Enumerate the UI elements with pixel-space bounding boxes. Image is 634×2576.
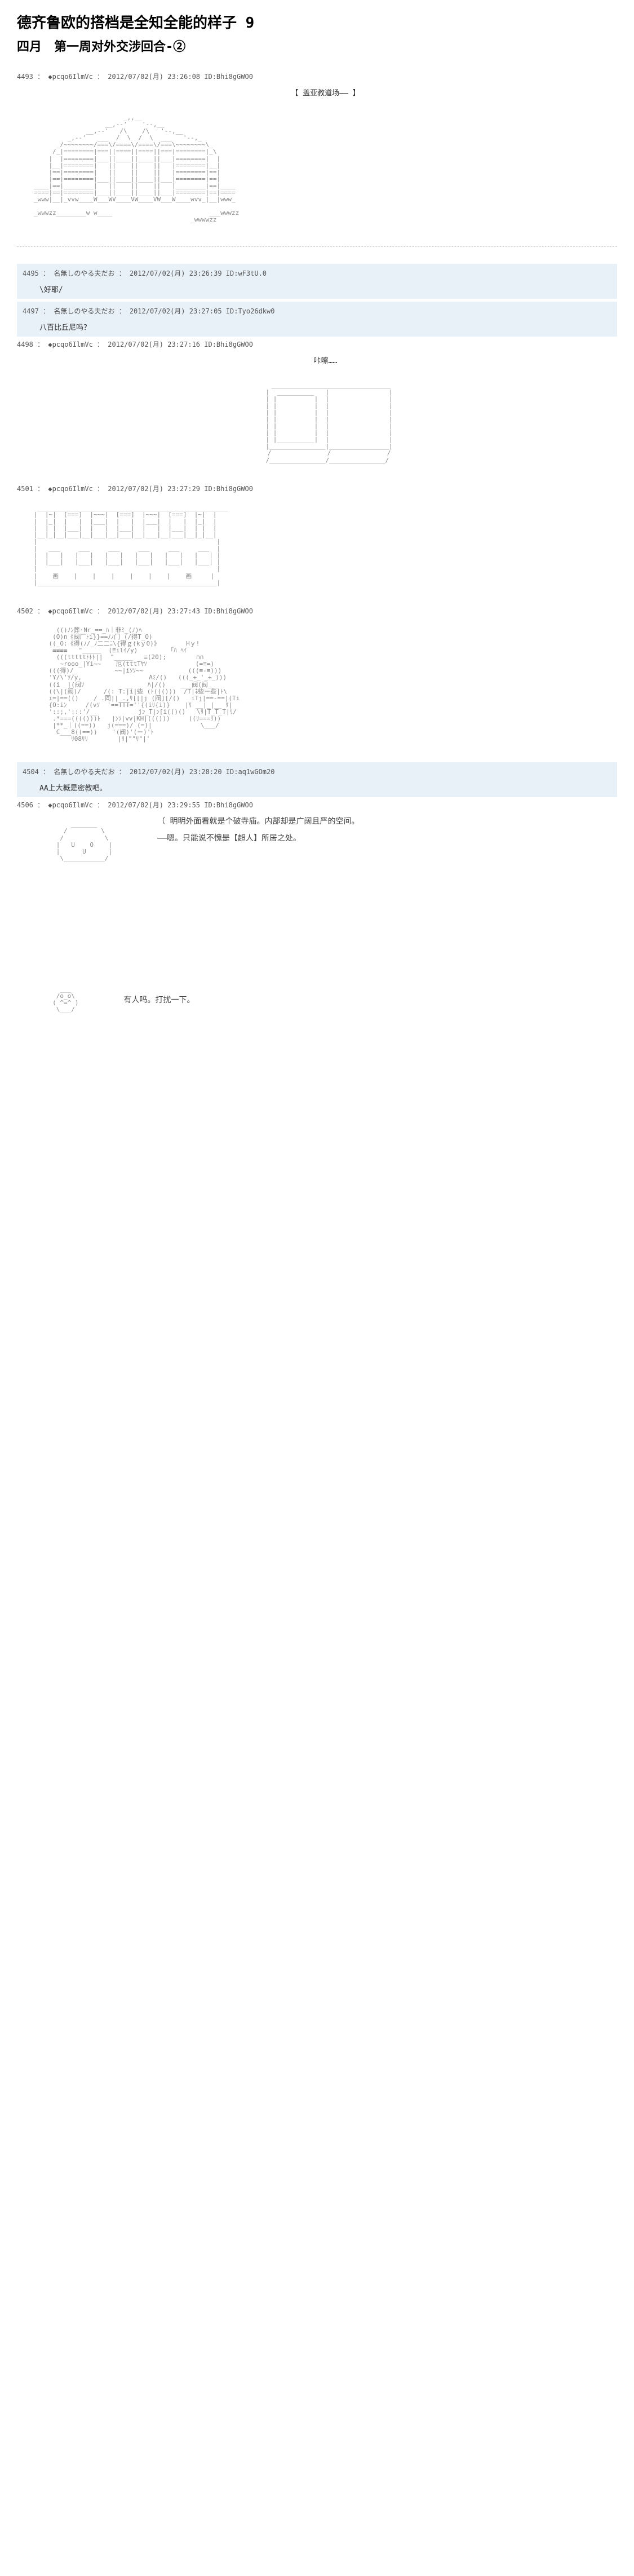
- post-id: 4495: [23, 269, 39, 277]
- post-date: 2012/07/02(月) 23:27:05: [130, 307, 222, 315]
- post-meta: 4498 ： ◆pcqo6IlmVc ： 2012/07/02(月) 23:27…: [17, 339, 617, 349]
- dialogue-line: （ 明明外面看就是个破寺庙。内部却是广阔且严的空间。: [157, 815, 359, 827]
- post-meta: 4504 ： 名無しのやる夫だお ： 2012/07/02(月) 23:28:2…: [23, 767, 611, 776]
- post-meta: 4493 ： ◆pcqo6IlmVc ： 2012/07/02(月) 23:26…: [17, 72, 617, 81]
- post-id: 4502: [17, 607, 33, 615]
- post-uid: ID:Bhi8gGWO0: [204, 607, 253, 615]
- post: 4504 ： 名無しのやる夫だお ： 2012/07/02(月) 23:28:2…: [17, 762, 617, 797]
- caption: 咔嚓……: [34, 355, 617, 365]
- post-id: 4506: [17, 801, 33, 809]
- post-content: (()ﾉﾝ葬·Nr_==_ﾊ｜非ﾐ_(ﾉ)ﾍ (O)n《阀厂ﾄi}}==ﾉﾉ门_…: [17, 621, 617, 749]
- dialogue-line: ——嗯。只能说不愧是【超人】所居之处。: [157, 832, 359, 843]
- post-content: 【 盖亚教道场—— 】 _,,__ __,--' '--,__ __,--' /…: [17, 87, 617, 229]
- post-author: 名無しのやる夫だお: [54, 269, 114, 277]
- post-meta: 4501 ： ◆pcqo6IlmVc ： 2012/07/02(月) 23:27…: [17, 484, 617, 493]
- post-date: 2012/07/02(月) 23:26:39: [130, 269, 222, 277]
- post-uid: ID:Bhi8gGWO0: [204, 73, 253, 81]
- dialogue-line: 有人吗。打扰一下。: [123, 994, 194, 1005]
- post: 4495 ： 名無しのやる夫だお ： 2012/07/02(月) 23:26:3…: [17, 264, 617, 299]
- ascii-art-interior: ________________________________________…: [34, 499, 617, 592]
- post: 4493 ： ◆pcqo6IlmVc ： 2012/07/02(月) 23:26…: [17, 72, 617, 229]
- page-title: 德齐鲁欧的搭档是全知全能的样子 9: [17, 11, 617, 32]
- ascii-art-building: _,,__ __,--' '--,__ __,--' /\ /\ '--,__ …: [34, 109, 617, 229]
- post: 4497 ： 名無しのやる夫だお ： 2012/07/02(月) 23:27:0…: [17, 302, 617, 337]
- post-date: 2012/07/02(月) 23:27:16: [108, 341, 200, 348]
- post: 4498 ： ◆pcqo6IlmVc ： 2012/07/02(月) 23:27…: [17, 339, 617, 470]
- page-header: 德齐鲁欧的搭档是全知全能的样子 9 四月 第一周对外交涉回合-②: [0, 0, 634, 60]
- post-meta: 4497 ： 名無しのやる夫だお ： 2012/07/02(月) 23:27:0…: [23, 306, 611, 316]
- post-text: AA上大概是密教吧。: [23, 782, 611, 793]
- post-text: \好耶/: [23, 284, 611, 294]
- post-date: 2012/07/02(月) 23:26:08: [108, 73, 200, 81]
- post-id: 4504: [23, 768, 39, 776]
- ascii-art-door: ________________________________ | _____…: [34, 377, 617, 470]
- post-date: 2012/07/02(月) 23:27:43: [108, 607, 200, 615]
- post-author: 名無しのやる夫だお: [54, 307, 114, 315]
- post-uid: ID:wF3tU.0: [226, 269, 267, 277]
- post-author: ◆pcqo6IlmVc: [48, 341, 92, 348]
- post-content: ________________________________________…: [17, 499, 617, 592]
- post-content: _______ / \ / \ | U O | | U | \_________…: [17, 815, 617, 1019]
- post-id: 4493: [17, 73, 33, 81]
- post-uid: ID:Bhi8gGWO0: [204, 485, 253, 493]
- post-uid: ID:Bhi8gGWO0: [204, 801, 253, 809]
- post-date: 2012/07/02(月) 23:29:55: [108, 801, 200, 809]
- post-id: 4498: [17, 341, 33, 348]
- post-id: 4501: [17, 485, 33, 493]
- separator: [17, 246, 617, 247]
- post-uid: ID:Bhi8gGWO0: [204, 341, 253, 348]
- ascii-art-characters: (()ﾉﾝ葬·Nr_==_ﾊ｜非ﾐ_(ﾉ)ﾍ (O)n《阀厂ﾄi}}==ﾉﾉ门_…: [34, 621, 617, 749]
- post-date: 2012/07/02(月) 23:28:20: [130, 768, 222, 776]
- post-author: 名無しのやる夫だお: [54, 768, 114, 776]
- post-meta: 4502 ： ◆pcqo6IlmVc ： 2012/07/02(月) 23:27…: [17, 606, 617, 616]
- post: 4502 ： ◆pcqo6IlmVc ： 2012/07/02(月) 23:27…: [17, 606, 617, 749]
- post-content: 咔嚓…… ________________________________ | …: [17, 355, 617, 470]
- post-author: ◆pcqo6IlmVc: [48, 607, 92, 615]
- post-text: 八百比丘尼吗？: [23, 321, 611, 332]
- post-id: 4497: [23, 307, 39, 315]
- ascii-art-face-bottom: ___ /o_o\ ( ^=^ ) \___/: [34, 980, 78, 1019]
- page-subtitle: 四月 第一周对外交涉回合-②: [17, 37, 617, 55]
- caption: 【 盖亚教道场—— 】: [34, 87, 617, 98]
- post-uid: ID:aq1wGOm20: [226, 768, 275, 776]
- post-author: ◆pcqo6IlmVc: [48, 801, 92, 809]
- ascii-art-face-top: _______ / \ / \ | U O | | U | \_________…: [34, 815, 112, 868]
- posts-container: 4493 ： ◆pcqo6IlmVc ： 2012/07/02(月) 23:26…: [0, 60, 634, 1044]
- post: 4506 ： ◆pcqo6IlmVc ： 2012/07/02(月) 23:29…: [17, 800, 617, 1019]
- post-uid: ID:Tyo26dkw0: [226, 307, 275, 315]
- post-meta: 4506 ： ◆pcqo6IlmVc ： 2012/07/02(月) 23:29…: [17, 800, 617, 810]
- post-date: 2012/07/02(月) 23:27:29: [108, 485, 200, 493]
- post-author: ◆pcqo6IlmVc: [48, 73, 92, 81]
- post-meta: 4495 ： 名無しのやる夫だお ： 2012/07/02(月) 23:26:3…: [23, 268, 611, 278]
- post: 4501 ： ◆pcqo6IlmVc ： 2012/07/02(月) 23:27…: [17, 484, 617, 592]
- post-author: ◆pcqo6IlmVc: [48, 485, 92, 493]
